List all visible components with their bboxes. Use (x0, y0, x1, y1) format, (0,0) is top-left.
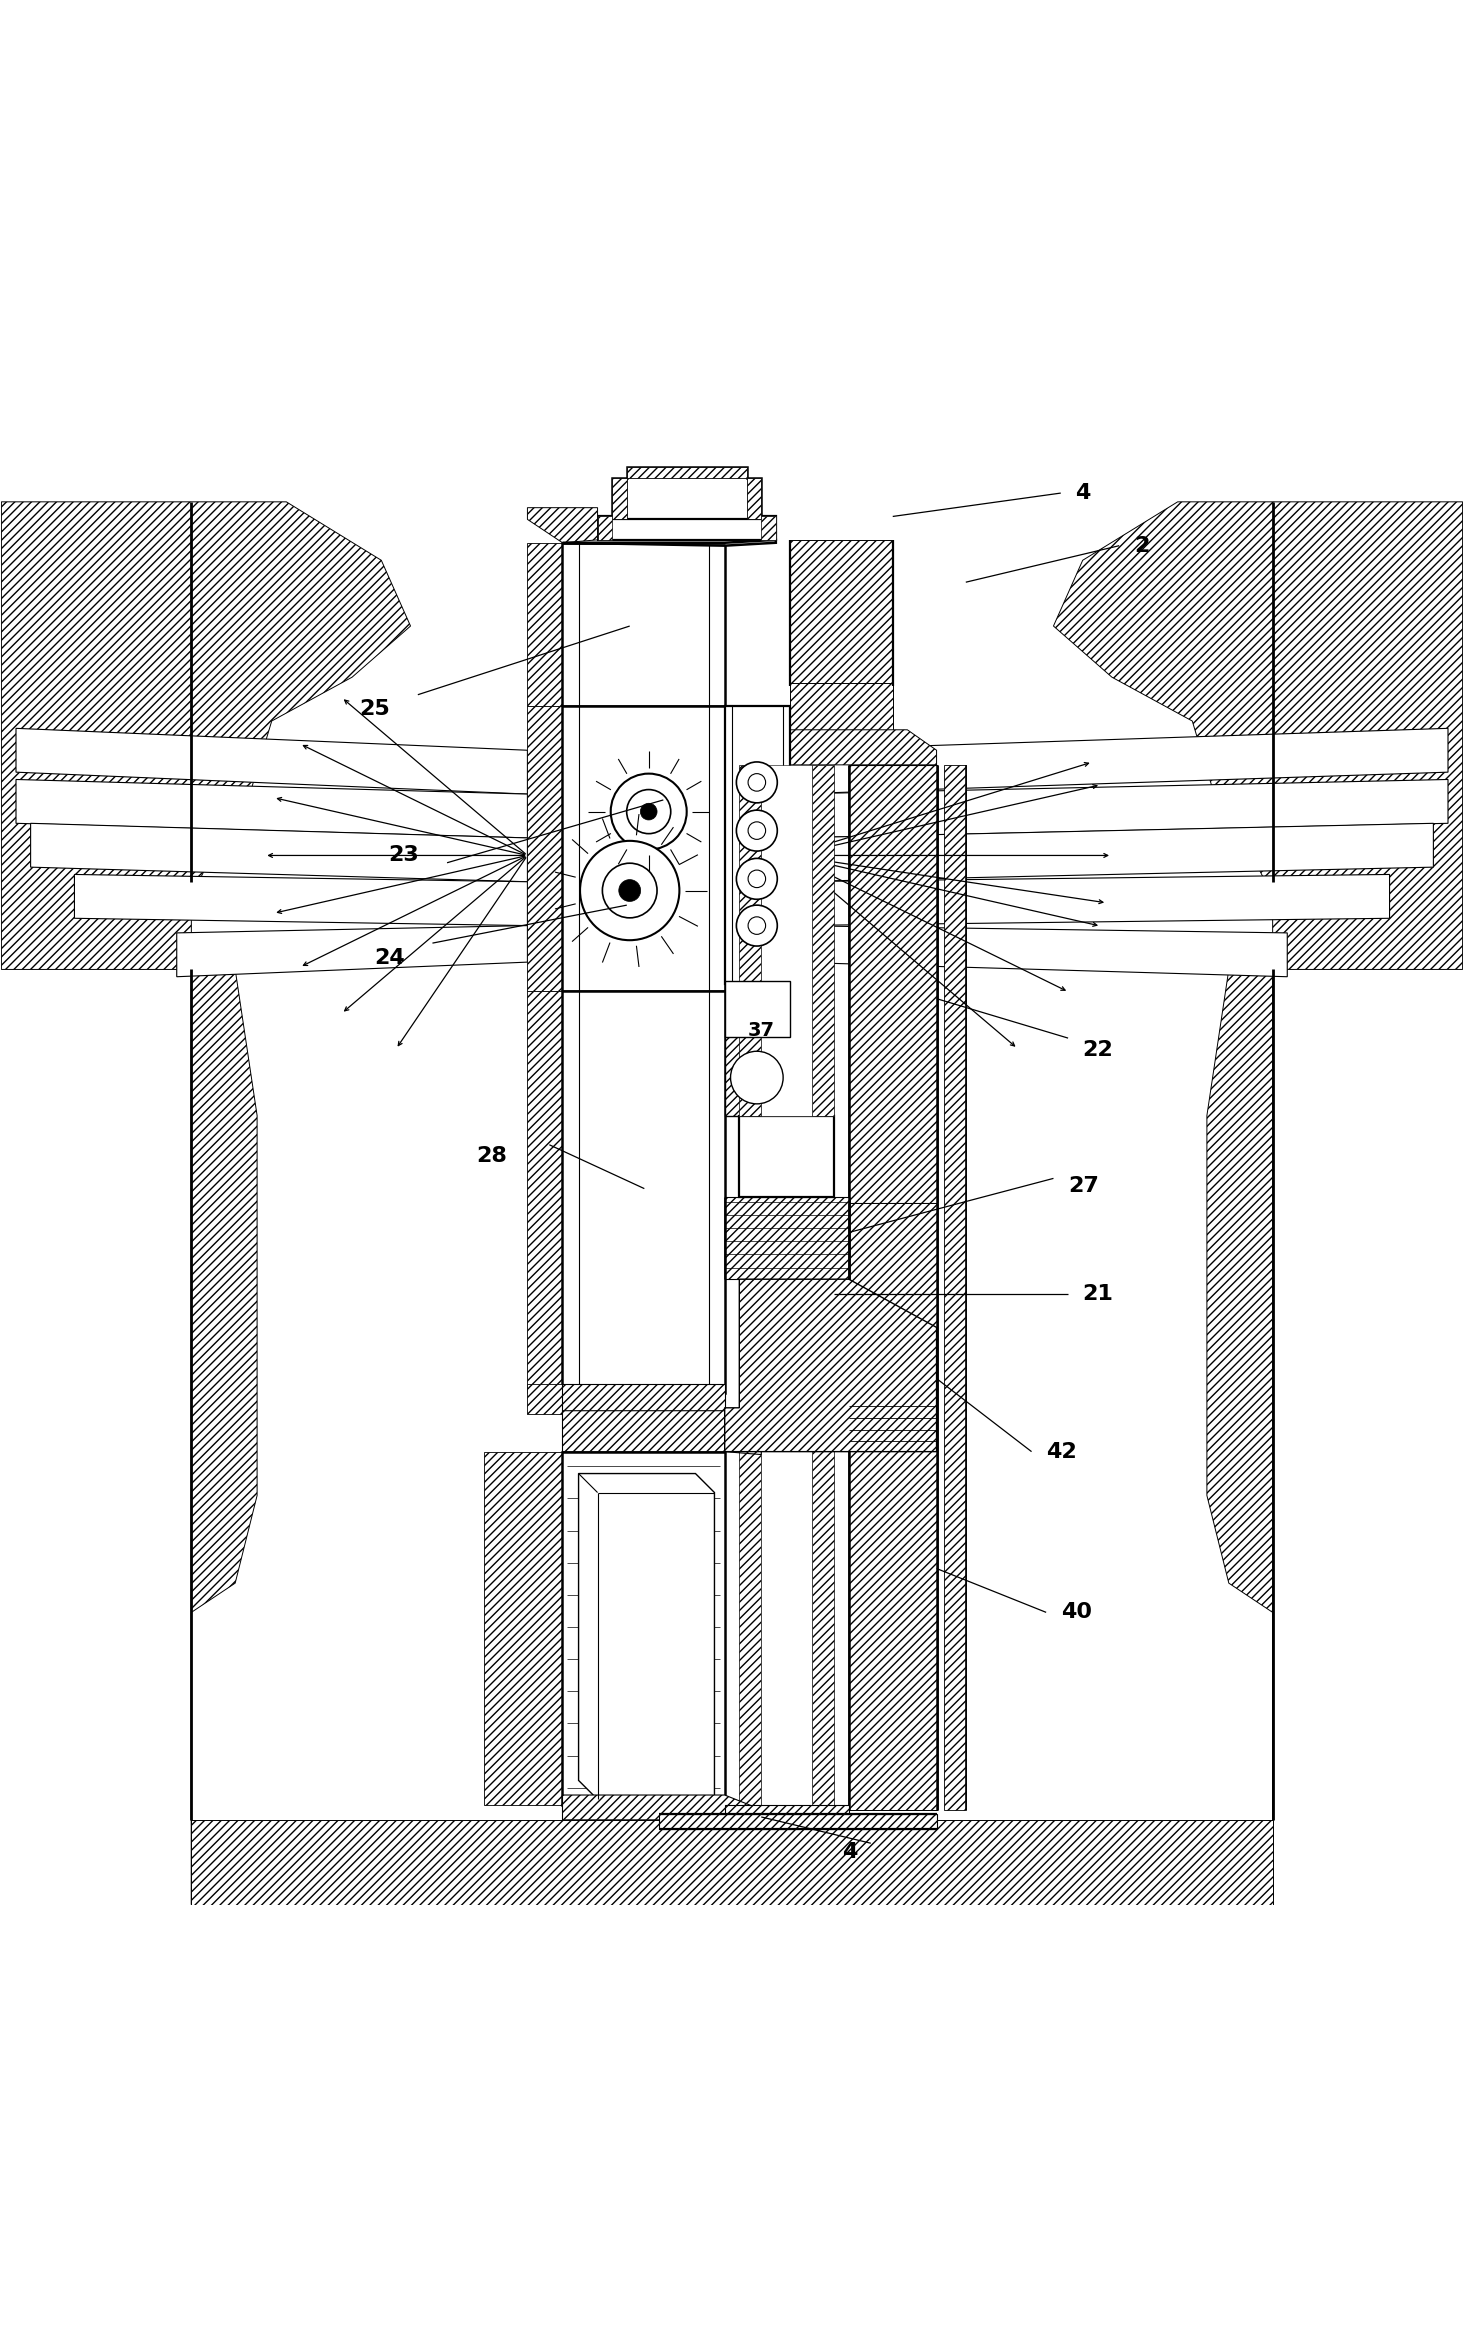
Text: 4: 4 (1076, 484, 1091, 502)
Circle shape (580, 841, 679, 939)
Circle shape (602, 864, 657, 918)
Polygon shape (562, 1385, 725, 1413)
Text: 42: 42 (1047, 1442, 1078, 1463)
Polygon shape (527, 507, 597, 542)
Polygon shape (527, 1385, 562, 1413)
Polygon shape (627, 467, 747, 479)
Polygon shape (747, 479, 761, 519)
Bar (761, 765, 813, 1115)
Polygon shape (562, 1451, 725, 1806)
Polygon shape (849, 1202, 937, 1810)
Polygon shape (813, 1280, 834, 1810)
Circle shape (736, 904, 777, 946)
Text: 28: 28 (476, 1146, 507, 1167)
Polygon shape (849, 765, 937, 1810)
Polygon shape (1, 502, 410, 970)
Polygon shape (75, 873, 527, 925)
Polygon shape (192, 970, 258, 1904)
Polygon shape (725, 984, 791, 1115)
Polygon shape (562, 1794, 761, 1820)
Polygon shape (562, 540, 776, 545)
Polygon shape (725, 1806, 849, 1820)
Polygon shape (578, 1475, 714, 1799)
Bar (761, 1280, 813, 1810)
Polygon shape (725, 1280, 937, 1451)
Polygon shape (739, 1280, 761, 1810)
Polygon shape (791, 780, 1448, 838)
Circle shape (748, 772, 766, 791)
Text: 22: 22 (1083, 1040, 1114, 1059)
Text: 24: 24 (373, 949, 404, 967)
Polygon shape (761, 517, 776, 540)
Polygon shape (177, 925, 527, 977)
Polygon shape (562, 707, 725, 991)
Polygon shape (483, 1451, 562, 1806)
Polygon shape (725, 1197, 849, 1280)
Circle shape (627, 789, 671, 834)
Polygon shape (1054, 502, 1463, 970)
Text: 27: 27 (1069, 1176, 1099, 1195)
Polygon shape (813, 765, 834, 1115)
Text: 37: 37 (748, 1021, 774, 1040)
Circle shape (610, 772, 687, 850)
Polygon shape (527, 542, 562, 707)
Polygon shape (791, 824, 1433, 883)
Circle shape (731, 1052, 783, 1104)
Polygon shape (527, 707, 562, 991)
Polygon shape (562, 1411, 761, 1453)
Polygon shape (739, 1115, 834, 1197)
Circle shape (736, 859, 777, 899)
Polygon shape (192, 1820, 1272, 1904)
Polygon shape (739, 765, 761, 1115)
Text: 25: 25 (359, 700, 389, 718)
Polygon shape (562, 991, 725, 1392)
Circle shape (736, 810, 777, 850)
Polygon shape (16, 728, 527, 794)
Polygon shape (16, 780, 527, 838)
Polygon shape (849, 765, 937, 1202)
Circle shape (619, 880, 641, 902)
Polygon shape (944, 765, 966, 1810)
Text: 40: 40 (1061, 1601, 1092, 1622)
Polygon shape (791, 728, 1448, 794)
Text: 2: 2 (1133, 535, 1149, 556)
Polygon shape (562, 542, 725, 707)
Polygon shape (791, 683, 893, 735)
Polygon shape (597, 517, 612, 540)
Polygon shape (612, 467, 761, 519)
Polygon shape (527, 991, 562, 1392)
Text: 4: 4 (842, 1843, 856, 1862)
Polygon shape (791, 873, 1389, 925)
Bar (725, 981, 791, 1038)
Text: 23: 23 (388, 845, 419, 866)
Text: 21: 21 (1083, 1284, 1114, 1303)
Polygon shape (597, 517, 776, 540)
Circle shape (748, 822, 766, 838)
Circle shape (748, 871, 766, 888)
Polygon shape (725, 707, 791, 984)
Polygon shape (1206, 970, 1272, 1904)
Circle shape (748, 916, 766, 935)
Circle shape (736, 763, 777, 803)
Polygon shape (659, 1815, 937, 1829)
Polygon shape (612, 479, 627, 519)
Circle shape (640, 803, 657, 819)
Polygon shape (791, 540, 893, 686)
Polygon shape (791, 925, 1287, 977)
Polygon shape (776, 730, 937, 765)
Polygon shape (31, 824, 527, 883)
